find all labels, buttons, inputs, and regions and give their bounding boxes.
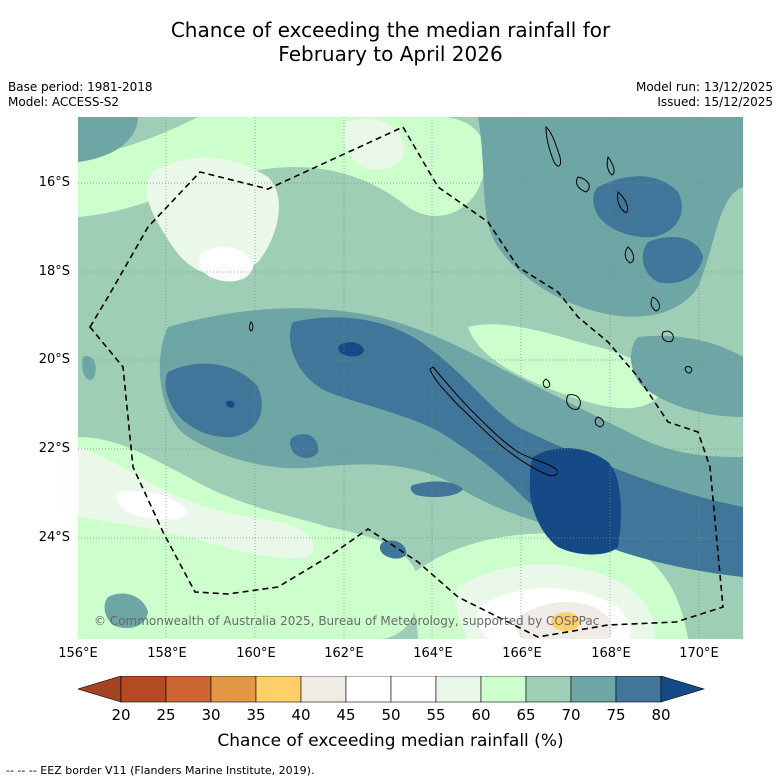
zone-60-65-north <box>78 117 486 217</box>
meta-left: Base period: 1981-2018 Model: ACCESS-S2 <box>8 80 153 110</box>
zone-70-75-east <box>631 335 743 417</box>
zone-75-80-blob-3 <box>379 540 407 559</box>
colorbar-swatch-35-40 <box>255 676 302 703</box>
zone-80-plus-west <box>226 400 235 408</box>
rainfall-map: © Commonwealth of Australia 2025, Bureau… <box>78 117 743 639</box>
colorbar-tick-55: 55 <box>426 706 446 724</box>
loyalty-islands <box>542 378 605 428</box>
lat-label-20s: 20°S <box>38 352 70 367</box>
model-name: Model: ACCESS-S2 <box>8 95 120 109</box>
lon-label-158e: 158°E <box>147 646 187 661</box>
lat-label-16s: 16°S <box>38 175 70 190</box>
colorbar-swatch-45-50 <box>345 676 392 703</box>
colorbar-swatch-gt80 <box>660 676 705 703</box>
lon-label-156e: 156°E <box>58 646 98 661</box>
colorbar-swatch-lt20 <box>78 676 122 703</box>
zone-75-80-northeast <box>593 176 682 238</box>
zone-70-75-west-blob <box>82 356 96 380</box>
map-svg <box>78 117 743 639</box>
meta-right: Model run: 13/12/2025 Issued: 15/12/2025 <box>636 80 773 110</box>
zone-35-40-south <box>551 612 580 631</box>
colorbar-swatch-70-75 <box>570 676 617 703</box>
zone-80-plus-center <box>338 342 364 357</box>
colorbar-tick-75: 75 <box>606 706 626 724</box>
colorbar <box>78 676 705 703</box>
colorbar-tick-50: 50 <box>381 706 401 724</box>
colorbar-swatch-40-45 <box>300 676 347 703</box>
colorbar-swatch-25-30 <box>165 676 212 703</box>
new-caledonia-landmass <box>429 366 559 476</box>
eez-border <box>89 125 724 638</box>
zone-75-80-blob-2 <box>410 481 463 497</box>
vanuatu-islands <box>545 125 661 312</box>
zone-55-60-north <box>146 157 279 277</box>
base-period: Base period: 1981-2018 <box>8 80 153 94</box>
zone-70-75-southwest <box>104 593 148 629</box>
matthew-hunter-islands <box>661 330 693 374</box>
colorbar-tick-80: 80 <box>651 706 671 724</box>
colorbar-tick-65: 65 <box>516 706 536 724</box>
colorbar-tick-35: 35 <box>246 706 266 724</box>
zone-80-plus-south <box>529 447 621 555</box>
lon-label-164e: 164°E <box>413 646 453 661</box>
colorbar-swatch-55-60 <box>435 676 482 703</box>
zone-55-60-topcenter <box>344 118 404 170</box>
zone-75-80-center <box>289 317 743 577</box>
lon-label-162e: 162°E <box>324 646 364 661</box>
colorbar-swatch-20-25 <box>120 676 167 703</box>
chesterfield-islands <box>249 321 254 332</box>
zone-50-55-west <box>116 490 188 520</box>
lon-label-168e: 168°E <box>591 646 631 661</box>
title-line-2: February to April 2026 <box>278 42 503 66</box>
colorbar-swatch-30-35 <box>210 676 257 703</box>
colorbar-swatch-50-55 <box>390 676 437 703</box>
copyright-notice: © Commonwealth of Australia 2025, Bureau… <box>94 614 600 628</box>
zone-50-55-north <box>198 247 253 282</box>
title-line-1: Chance of exceeding the median rainfall … <box>170 18 611 42</box>
lon-label-170e: 170°E <box>679 646 719 661</box>
lat-label-18s: 18°S <box>38 264 70 279</box>
lat-label-22s: 22°S <box>38 441 70 456</box>
zone-60-65-center <box>468 324 660 409</box>
colorbar-swatches <box>78 676 705 703</box>
lat-label-24s: 24°S <box>38 530 70 545</box>
colorbar-tick-25: 25 <box>156 706 176 724</box>
gridlines <box>78 117 743 639</box>
colorbar-label: Chance of exceeding median rainfall (%) <box>217 731 564 751</box>
colorbar-tick-40: 40 <box>291 706 311 724</box>
colorbar-swatch-75-80 <box>615 676 662 703</box>
lon-label-160e: 160°E <box>236 646 276 661</box>
colorbar-tick-45: 45 <box>336 706 356 724</box>
colorbar-tick-60: 60 <box>471 706 491 724</box>
colorbar-tick-70: 70 <box>561 706 581 724</box>
colorbar-tick-20: 20 <box>111 706 131 724</box>
model-run: Model run: 13/12/2025 <box>635 80 773 94</box>
lon-label-166e: 166°E <box>502 646 542 661</box>
colorbar-swatch-65-70 <box>525 676 572 703</box>
colorbar-swatch-60-65 <box>480 676 527 703</box>
issued-date: Issued: 15/12/2025 <box>657 95 773 109</box>
colorbar-tick-30: 30 <box>201 706 221 724</box>
eez-footnote: -- -- -- EEZ border V11 (Flanders Marine… <box>6 764 315 777</box>
zone-70-75-northwest <box>78 117 138 162</box>
chart-title: Chance of exceeding the median rainfall … <box>0 18 781 66</box>
zone-75-80-west <box>165 363 262 438</box>
zone-55-60-west <box>78 447 314 558</box>
zone-75-80-blob-1 <box>290 434 319 458</box>
